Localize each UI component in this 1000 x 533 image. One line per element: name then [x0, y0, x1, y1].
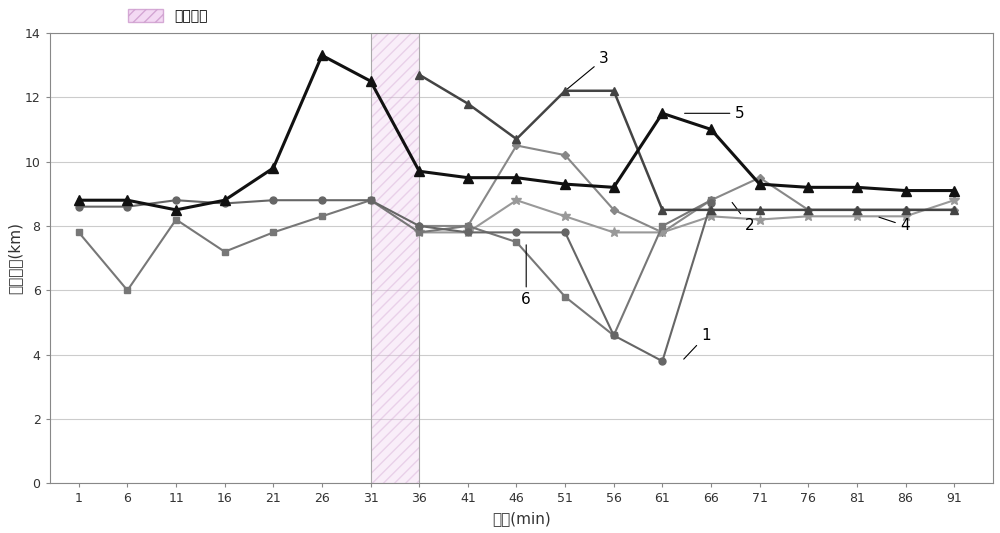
Text: 4: 4 [879, 217, 910, 233]
Text: 5: 5 [685, 106, 745, 121]
Text: 3: 3 [567, 51, 609, 89]
Bar [371, 33, 419, 483]
Text: 6: 6 [521, 245, 531, 308]
Text: 2: 2 [732, 203, 755, 233]
X-axis label: 时间(min): 时间(min) [492, 511, 551, 526]
Legend: 火算作业: 火算作业 [123, 4, 213, 29]
Text: 1: 1 [684, 328, 711, 359]
Y-axis label: 回波顶高(km): 回波顶高(km) [7, 222, 22, 294]
